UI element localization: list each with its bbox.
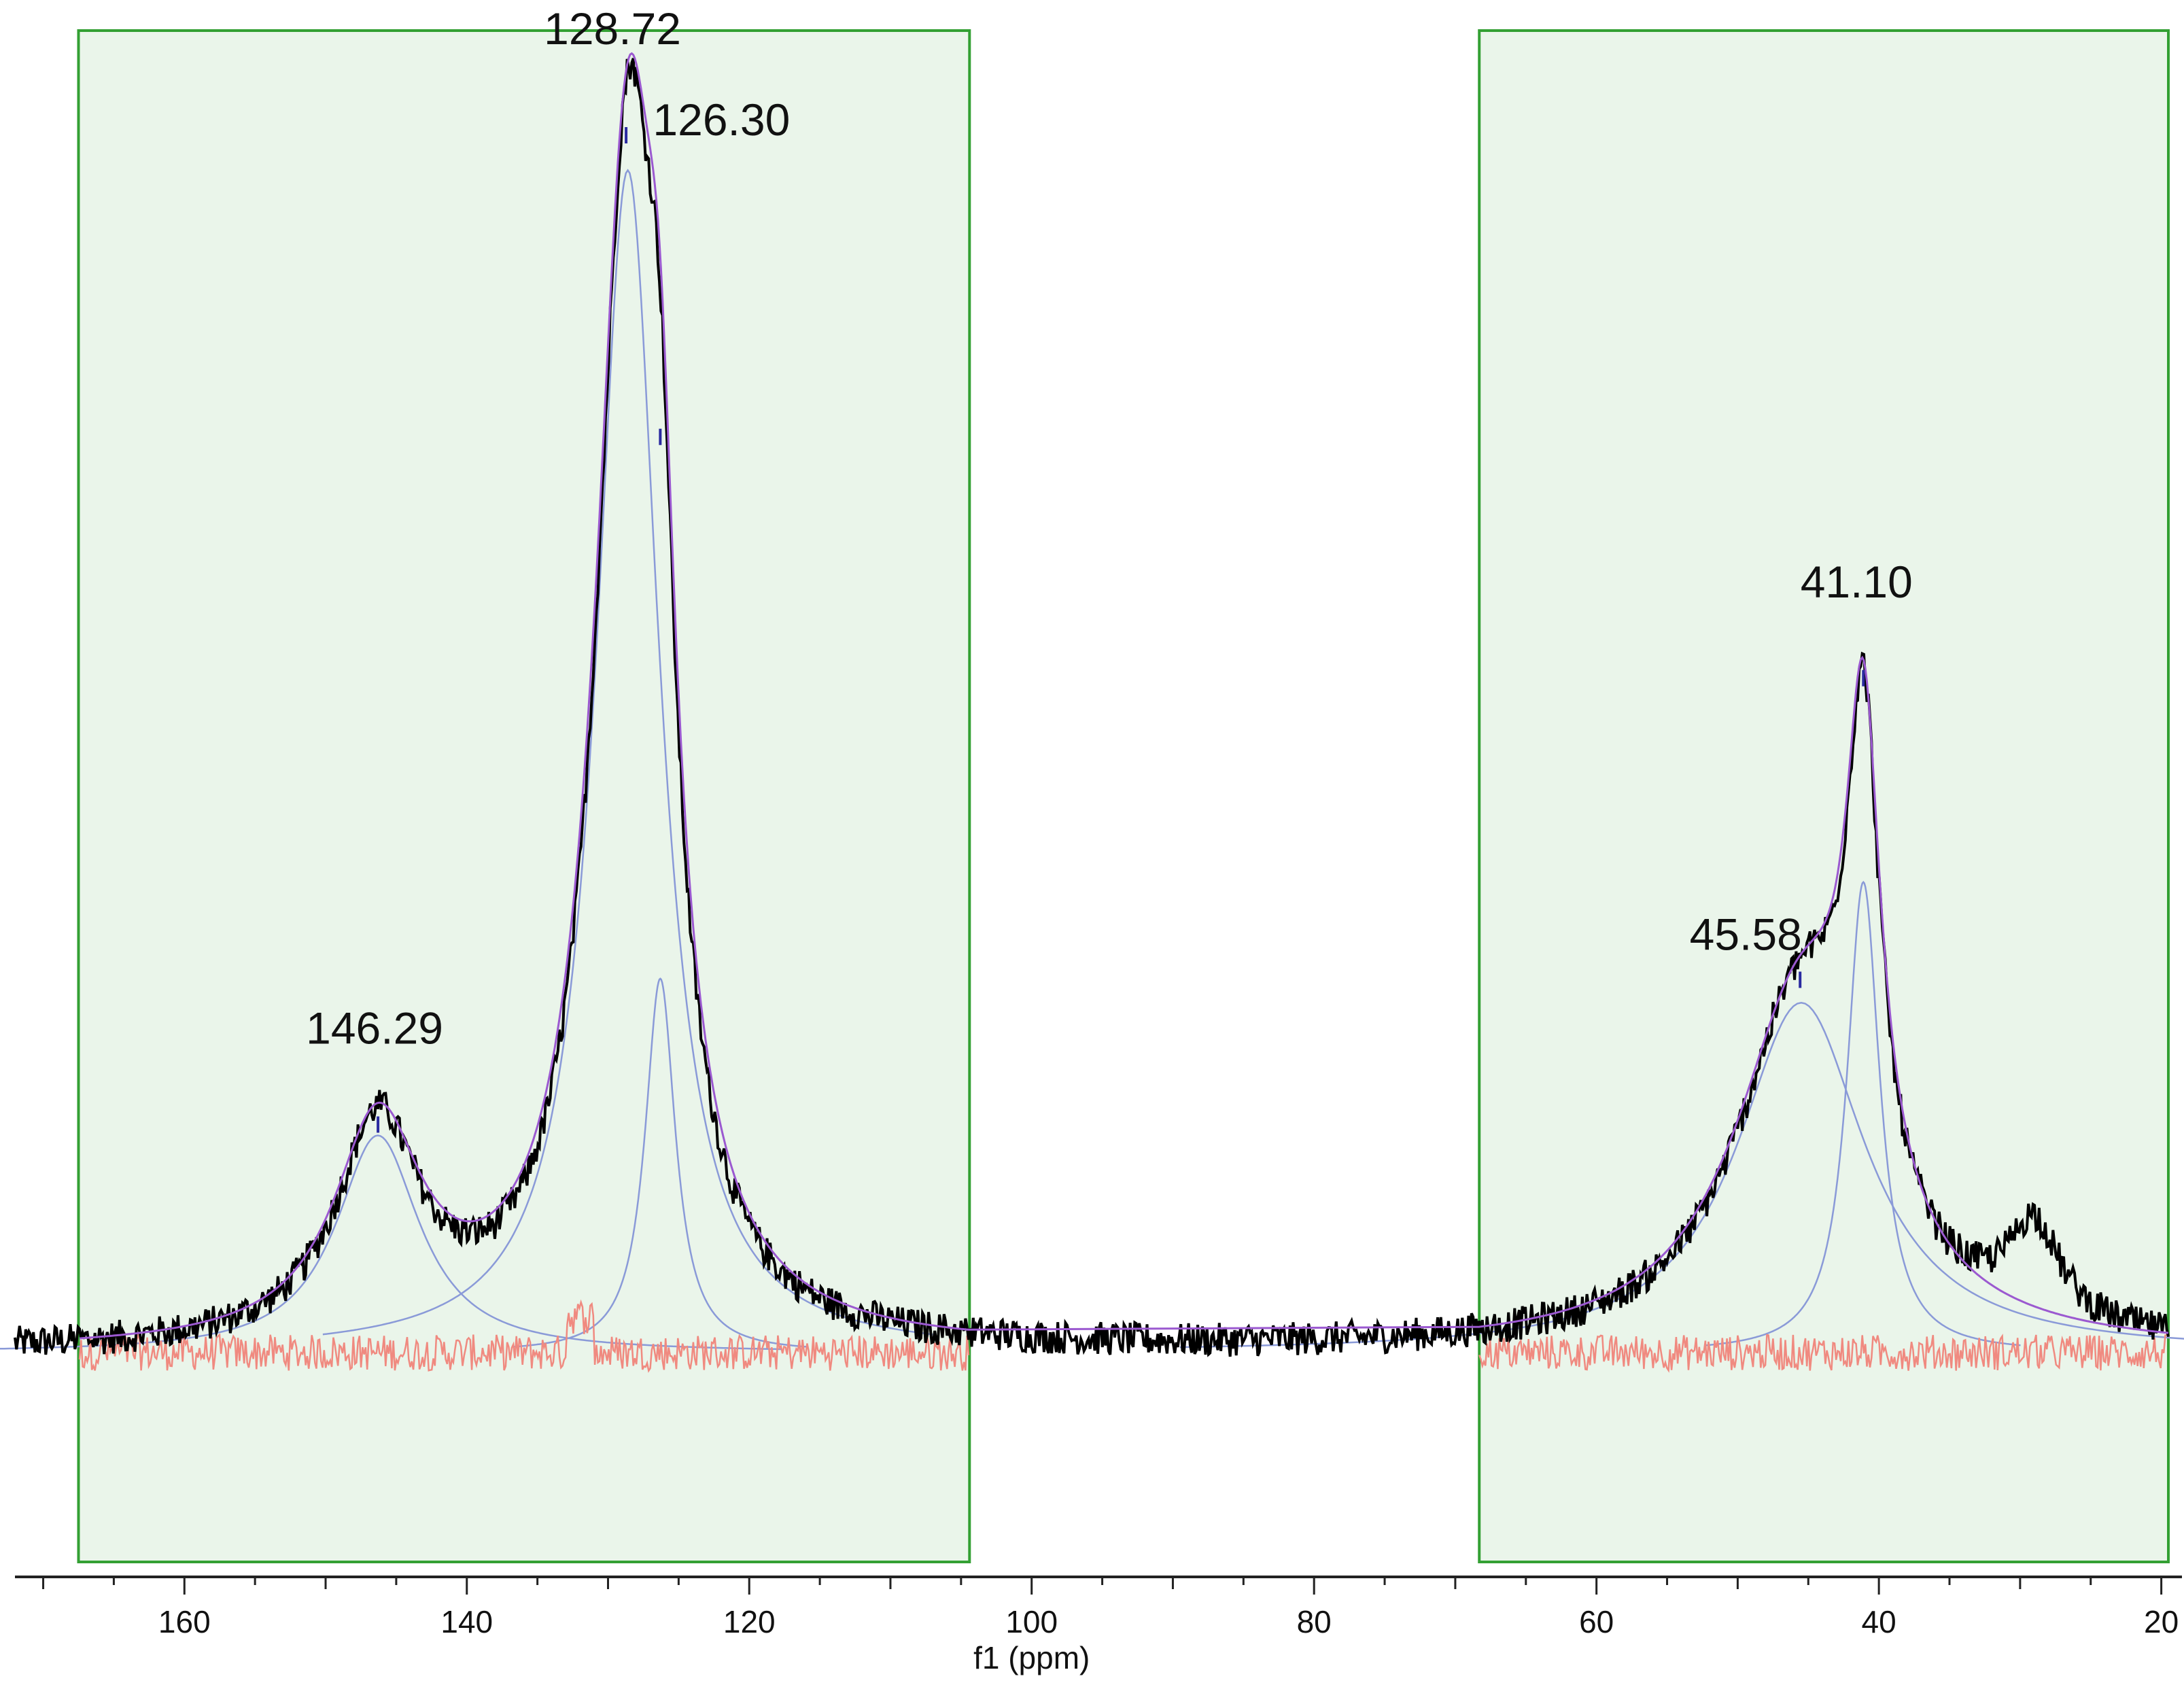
- integration-regions: [77, 29, 2170, 1563]
- fit-sum-line: [79, 52, 2169, 1340]
- peak-markers: [377, 127, 1865, 1133]
- x-axis: 160 140 120 100 80 60 40 20 f1 (ppm): [15, 1576, 2182, 1675]
- peak-label-2: 126.30: [653, 94, 790, 145]
- x-tick-label: 100: [1005, 1604, 1058, 1639]
- spectrum-lines: [0, 52, 2184, 1373]
- x-tick-label: 120: [723, 1604, 776, 1639]
- fit-component-3: [513, 977, 808, 1348]
- peak-labels: 128.72 126.30 146.29 41.10 45.58: [306, 3, 1913, 1054]
- integration-region-1: [77, 29, 971, 1563]
- x-tick-label: 40: [1862, 1604, 1896, 1639]
- x-tick-label: 60: [1579, 1604, 1614, 1639]
- x-axis-ticks: 160 140 120 100 80 60 40 20: [42, 1577, 2179, 1639]
- peak-label-4: 41.10: [1801, 557, 1913, 607]
- residual-line: [78, 1299, 2169, 1373]
- x-tick-label: 80: [1297, 1604, 1332, 1639]
- spectrum-line: [14, 58, 2170, 1357]
- integration-region-2: [1478, 29, 2170, 1563]
- peak-label-3: 146.29: [306, 1003, 443, 1054]
- fit-component-5: [1705, 880, 2021, 1346]
- fit-component-2: [322, 169, 933, 1336]
- x-tick-label: 140: [440, 1604, 493, 1639]
- x-axis-title: f1 (ppm): [973, 1640, 1090, 1675]
- fit-component-4: [1179, 1002, 2184, 1349]
- x-tick-label: 160: [158, 1604, 211, 1639]
- peak-label-1: 128.72: [544, 3, 681, 54]
- x-tick-label: 20: [2144, 1604, 2179, 1639]
- peak-label-5: 45.58: [1690, 909, 1802, 960]
